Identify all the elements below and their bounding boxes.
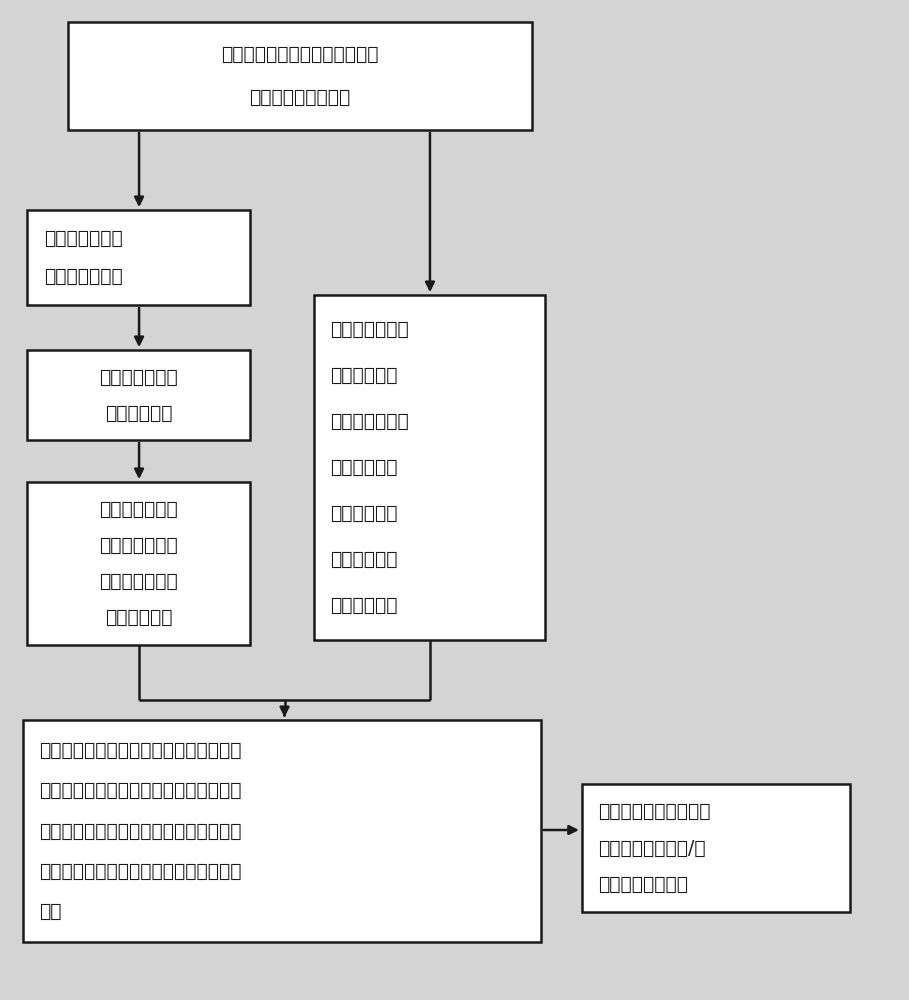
FancyBboxPatch shape xyxy=(23,720,541,942)
Text: 频率、功率和散射位置信息的三维探测曲: 频率、功率和散射位置信息的三维探测曲 xyxy=(39,862,242,881)
Text: 单频本振光：可: 单频本振光：可 xyxy=(330,320,409,339)
Text: 光纤沿线的温度和/或: 光纤沿线的温度和/或 xyxy=(598,838,705,858)
Text: 光脉冲在被测光: 光脉冲在被测光 xyxy=(99,500,178,519)
Text: 连续的探测光被: 连续的探测光被 xyxy=(44,229,123,248)
Text: 对单频本振光: 对单频本振光 xyxy=(330,366,397,385)
Text: 光脉冲功率被光: 光脉冲功率被光 xyxy=(99,367,178,386)
FancyBboxPatch shape xyxy=(27,350,250,440)
Text: 纤中产生背向自: 纤中产生背向自 xyxy=(99,536,178,555)
Text: 搞移到较低的: 搞移到较低的 xyxy=(330,550,397,569)
Text: 中频信号带。: 中频信号带。 xyxy=(330,596,397,615)
Text: 光源分两路：一路用作探测光，: 光源分两路：一路用作探测光， xyxy=(221,45,379,64)
Text: 电信号放大；高速信号采集；将布里渊电: 电信号放大；高速信号采集；将布里渊电 xyxy=(39,741,242,760)
FancyBboxPatch shape xyxy=(582,784,850,912)
Text: 频谱划分成多个离散的频率通道，并行处: 频谱划分成多个离散的频率通道，并行处 xyxy=(39,781,242,800)
FancyBboxPatch shape xyxy=(314,295,545,640)
Text: 于相干探测将: 于相干探测将 xyxy=(330,458,397,477)
Text: 数据后处理，获得被测: 数据后处理，获得被测 xyxy=(598,802,711,821)
Text: 布里渊电频谱: 布里渊电频谱 xyxy=(330,504,397,523)
Text: 理各个频率通道的数据，获得关于布里渊: 理各个频率通道的数据，获得关于布里渊 xyxy=(39,822,242,840)
Text: 调制成光脉冲；: 调制成光脉冲； xyxy=(44,267,123,286)
FancyBboxPatch shape xyxy=(27,210,250,305)
Text: 放大器放大；: 放大器放大； xyxy=(105,403,173,422)
Text: 进行移频，以便: 进行移频，以便 xyxy=(330,412,409,431)
Text: 另一路用作本振光；: 另一路用作本振光； xyxy=(249,88,351,107)
FancyBboxPatch shape xyxy=(27,482,250,645)
Text: 发布里渊散射信: 发布里渊散射信 xyxy=(99,572,178,591)
FancyBboxPatch shape xyxy=(68,22,532,130)
Text: 号，并返回；: 号，并返回； xyxy=(105,608,173,627)
Text: 线；: 线； xyxy=(39,902,62,921)
Text: 应力分布并显示；: 应力分布并显示； xyxy=(598,875,688,894)
